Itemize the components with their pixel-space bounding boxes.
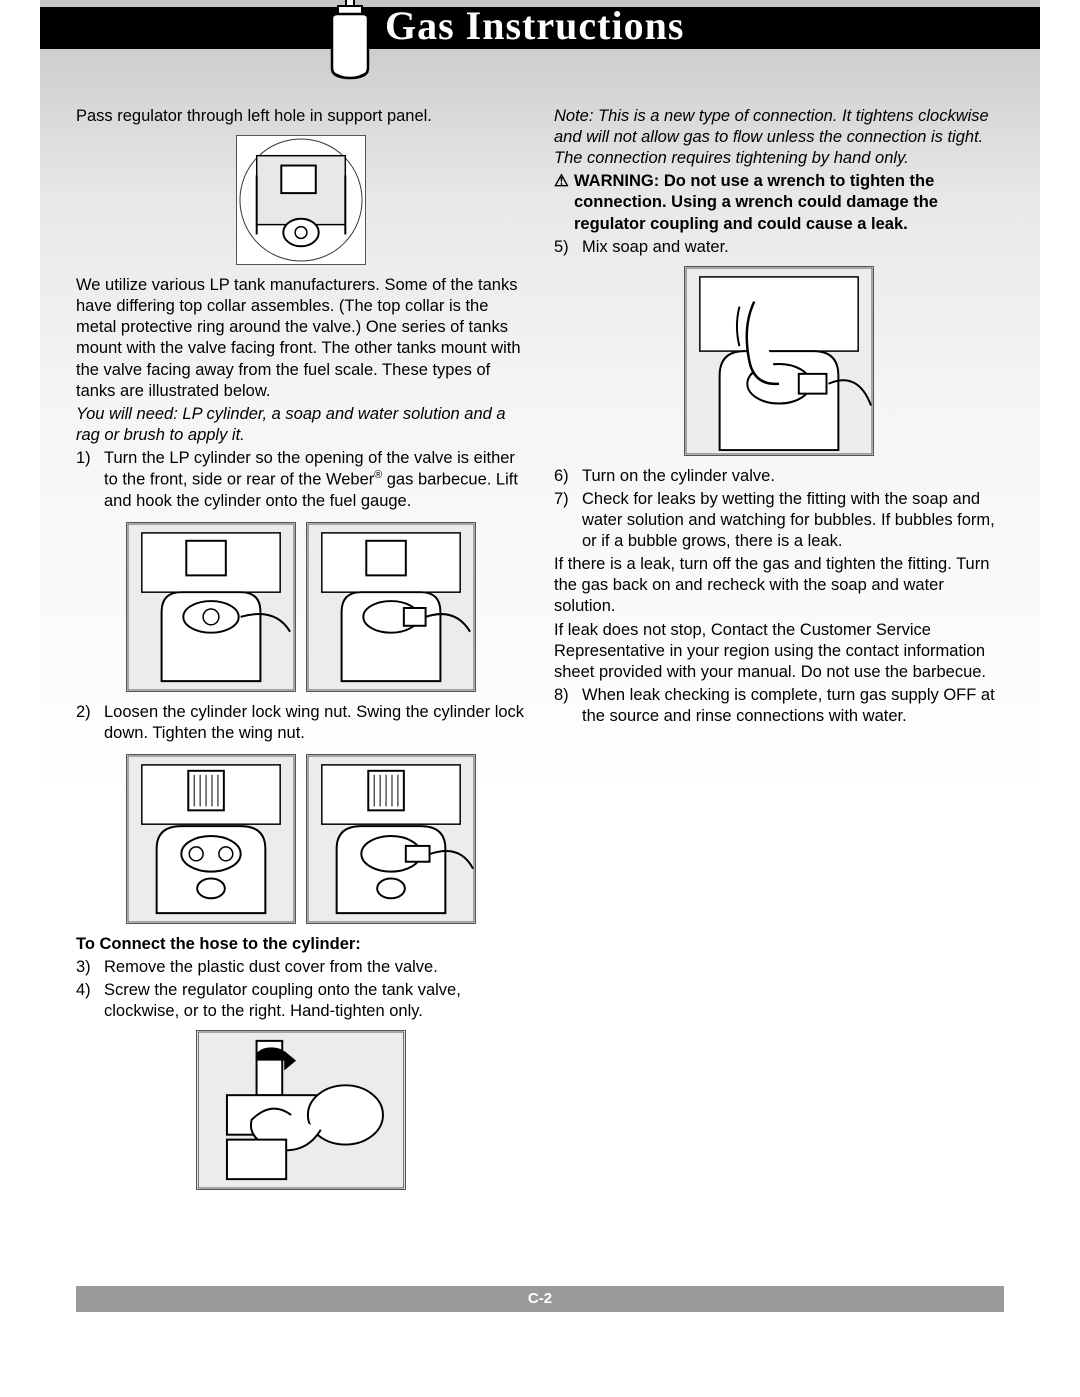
- page: Gas Instructions Pass regulator through …: [40, 0, 1040, 1330]
- step-6-text: Turn on the cylinder valve.: [582, 466, 1004, 487]
- figure-lock-1: [126, 754, 296, 924]
- step-1-number: 1): [76, 448, 104, 512]
- page-number: C-2: [528, 1290, 552, 1307]
- header-bar-left: [40, 7, 318, 49]
- step-4-text: Screw the regulator coupling onto the ta…: [104, 980, 526, 1022]
- step-3: 3) Remove the plastic dust cover from th…: [76, 957, 526, 978]
- step-6: 6) Turn on the cylinder valve.: [554, 466, 1004, 487]
- page-title: Gas Instructions: [385, 2, 684, 49]
- step-5-text: Mix soap and water.: [582, 237, 1004, 258]
- step-6-number: 6): [554, 466, 582, 487]
- figure-cylinder-front: [126, 522, 296, 692]
- step-3-text: Remove the plastic dust cover from the v…: [104, 957, 526, 978]
- connect-heading: To Connect the hose to the cylinder:: [76, 934, 526, 955]
- you-will-need: You will need: LP cylinder, a soap and w…: [76, 404, 526, 446]
- step-4: 4) Screw the regulator coupling onto the…: [76, 980, 526, 1022]
- step-8: 8) When leak checking is complete, turn …: [554, 685, 1004, 727]
- warning-row: ⚠ WARNING: Do not use a wrench to tighte…: [554, 171, 1004, 236]
- propane-tank-icon: [320, 0, 380, 84]
- leak-para-1: If there is a leak, turn off the gas and…: [554, 554, 1004, 617]
- figure-hand-tighten: [196, 1030, 406, 1190]
- figure-regulator-hole: [236, 135, 366, 265]
- figure-cylinder-rear: [306, 522, 476, 692]
- content-columns: Pass regulator through left hole in supp…: [40, 56, 1040, 1200]
- step-2-text: Loosen the cylinder lock wing nut. Swing…: [104, 702, 526, 744]
- column-right: Note: This is a new type of connection. …: [554, 106, 1004, 1200]
- step-8-text: When leak checking is complete, turn gas…: [582, 685, 1004, 727]
- step-5-number: 5): [554, 237, 582, 258]
- warning-text: WARNING: Do not use a wrench to tighten …: [574, 171, 1004, 234]
- step-3-number: 3): [76, 957, 104, 978]
- step-7-text: Check for leaks by wetting the fitting w…: [582, 489, 1004, 552]
- figure-lock-2: [306, 754, 476, 924]
- step-7-number: 7): [554, 489, 582, 552]
- step-2: 2) Loosen the cylinder lock wing nut. Sw…: [76, 702, 526, 744]
- leak-para-2: If leak does not stop, Contact the Custo…: [554, 620, 1004, 683]
- page-footer: C-2: [76, 1286, 1004, 1312]
- intro-text: Pass regulator through left hole in supp…: [76, 106, 526, 127]
- header: Gas Instructions: [40, 0, 1040, 56]
- figure-row-2: [76, 754, 526, 924]
- column-left: Pass regulator through left hole in supp…: [76, 106, 526, 1200]
- paragraph-manufacturers: We utilize various LP tank manufacturers…: [76, 275, 526, 402]
- figure-row-1: [76, 522, 526, 692]
- step-8-number: 8): [554, 685, 582, 727]
- step-2-number: 2): [76, 702, 104, 744]
- step-7: 7) Check for leaks by wetting the fittin…: [554, 489, 1004, 552]
- warning-icon: ⚠: [554, 171, 574, 236]
- step-4-number: 4): [76, 980, 104, 1022]
- figure-soap-water: [684, 266, 874, 456]
- step-5: 5) Mix soap and water.: [554, 237, 1004, 258]
- step-1-text: Turn the LP cylinder so the opening of t…: [104, 448, 526, 512]
- note-text: Note: This is a new type of connection. …: [554, 106, 1004, 169]
- step-1: 1) Turn the LP cylinder so the opening o…: [76, 448, 526, 512]
